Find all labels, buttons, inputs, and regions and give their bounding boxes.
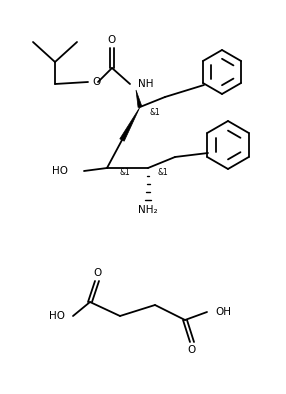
Text: O: O xyxy=(108,35,116,45)
Text: &1: &1 xyxy=(158,167,169,177)
Polygon shape xyxy=(120,107,140,141)
Text: &1: &1 xyxy=(150,108,161,117)
Text: NH: NH xyxy=(138,79,154,89)
Text: HO: HO xyxy=(49,311,65,321)
Polygon shape xyxy=(136,90,142,108)
Text: HO: HO xyxy=(52,166,68,176)
Text: O: O xyxy=(92,77,100,87)
Text: OH: OH xyxy=(215,307,231,317)
Text: O: O xyxy=(188,345,196,355)
Text: &1: &1 xyxy=(119,167,130,177)
Text: NH₂: NH₂ xyxy=(138,205,158,215)
Text: O: O xyxy=(93,268,101,278)
